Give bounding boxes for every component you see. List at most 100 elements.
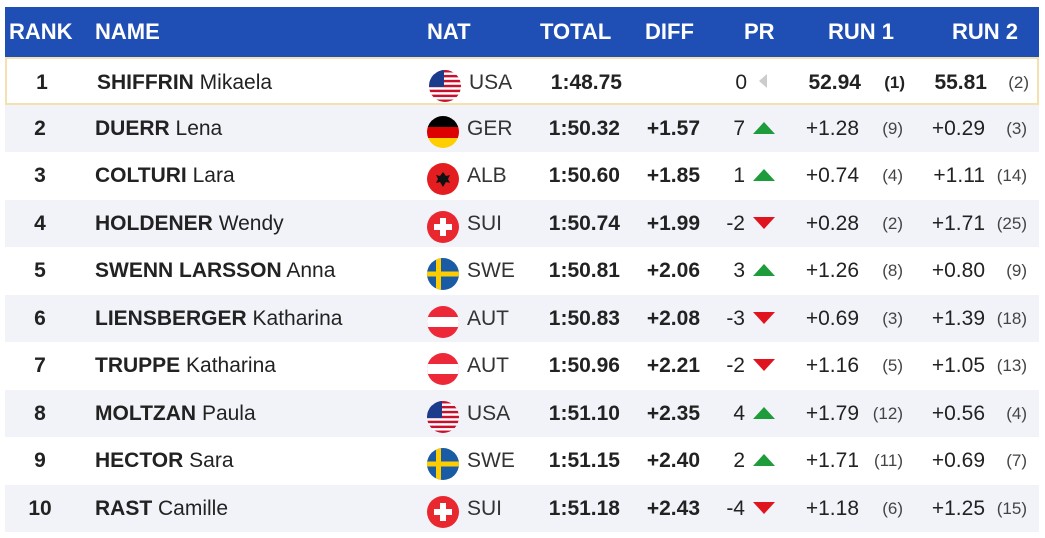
run1-position: (9) (882, 118, 903, 138)
header-run2[interactable]: RUN 2 (952, 19, 1019, 44)
total-time: 1:50.60 (548, 164, 620, 187)
nation-code: SUI (467, 496, 503, 520)
table-row[interactable]: 10 RAST Camille SUI 1:51.18 +2.43 -4 +1.… (5, 484, 1039, 532)
table-row[interactable]: 2 DUERR Lena GER 1:50.32 +1.57 7 +1.28 (… (5, 104, 1039, 152)
position-change: 7 (733, 116, 745, 140)
rank-cell: 6 (34, 306, 46, 330)
athlete-name[interactable]: TRUPPE Katharina (95, 342, 276, 389)
table-row[interactable]: 7 TRUPPE Katharina AUT 1:50.96 +2.21 -2 … (5, 342, 1039, 390)
total-time: 1:48.75 (550, 71, 622, 94)
run1-position: (6) (882, 498, 903, 518)
athlete-name[interactable]: HECTOR Sara (95, 437, 234, 484)
nation-code: SWE (467, 259, 515, 282)
header-rank[interactable]: RANK (9, 19, 73, 44)
albania-flag-icon (427, 163, 459, 195)
switzerland-flag-icon (427, 495, 459, 528)
run1-time: 52.94 (808, 71, 861, 94)
run2-position: (13) (996, 356, 1027, 375)
athlete-first-name: Katharina (186, 354, 276, 377)
run2-time: +1.25 (931, 496, 985, 520)
total-time: 1:51.18 (548, 496, 620, 520)
time-diff: +2.06 (646, 259, 700, 282)
nation-code: AUT (467, 306, 509, 330)
run2-time: +0.29 (931, 116, 985, 140)
run1-position: (5) (882, 356, 903, 375)
table-row[interactable]: 3 COLTURI Lara ALB 1:50.60 +1.85 1 +0.74… (5, 152, 1039, 200)
header-run1[interactable]: RUN 1 (828, 19, 895, 44)
position-change: 4 (733, 401, 745, 425)
table-row[interactable]: 8 MOLTZAN Paula USA 1:51.10 +2.35 4 +1.7… (5, 389, 1039, 437)
athlete-name[interactable]: RAST Camille (95, 485, 228, 532)
arrow-down-icon (753, 501, 775, 514)
run1-position: (3) (882, 308, 903, 328)
run1-time: +0.74 (805, 164, 859, 187)
table-row[interactable]: 6 LIENSBERGER Katharina AUT 1:50.83 +2.0… (5, 294, 1039, 342)
time-diff: +2.35 (646, 401, 700, 425)
athlete-name[interactable]: LIENSBERGER Katharina (95, 295, 342, 342)
run2-position: (18) (996, 308, 1027, 328)
run2-time: +1.11 (933, 164, 985, 187)
header-diff[interactable]: DIFF (645, 19, 694, 44)
run1-position: (1) (884, 73, 905, 92)
athlete-first-name: Wendy (218, 211, 284, 235)
run2-time: +1.05 (931, 354, 985, 377)
athlete-name[interactable]: SHIFFRIN Mikaela (97, 59, 272, 106)
athlete-last-name: DUERR (95, 116, 170, 140)
athlete-name[interactable]: DUERR Lena (95, 105, 222, 152)
rank-cell: 8 (34, 401, 46, 425)
table-row[interactable]: 1 SHIFFRIN Mikaela USA 1:48.75 0 52.94 (… (5, 57, 1039, 105)
run2-time: +0.56 (931, 401, 985, 425)
header-nat[interactable]: NAT (427, 19, 471, 44)
run2-time: +0.69 (931, 449, 985, 472)
austria-flag-icon (427, 353, 459, 385)
table-row[interactable]: 9 HECTOR Sara SWE 1:51.15 +2.40 2 +1.71 … (5, 437, 1039, 485)
position-change: -4 (726, 496, 745, 520)
rank-cell: 9 (34, 449, 46, 472)
table-row[interactable]: 4 HOLDENER Wendy SUI 1:50.74 +1.99 -2 +0… (5, 199, 1039, 247)
rank-cell: 10 (28, 496, 52, 520)
run1-time: +1.79 (805, 401, 859, 425)
athlete-name[interactable]: SWENN LARSSON Anna (95, 247, 335, 294)
run1-time: +0.28 (805, 211, 859, 235)
run2-time: +1.39 (931, 306, 985, 330)
table-row[interactable]: 5 SWENN LARSSON Anna SWE 1:50.81 +2.06 3… (5, 247, 1039, 295)
arrow-down-icon (753, 311, 775, 324)
position-change: 1 (733, 164, 745, 187)
run2-position: (14) (996, 166, 1027, 185)
nation-code: ALB (467, 164, 507, 187)
arrow-up-icon (753, 406, 775, 419)
header-total[interactable]: TOTAL (540, 19, 612, 44)
rank-cell: 2 (34, 116, 46, 140)
athlete-name[interactable]: HOLDENER Wendy (95, 200, 284, 247)
athlete-first-name: Anna (286, 259, 336, 282)
run1-position: (8) (882, 261, 903, 280)
run1-position: (12) (872, 403, 903, 423)
run1-time: +1.16 (805, 354, 859, 377)
run1-time: +1.18 (805, 496, 859, 520)
header-pr[interactable]: PR (744, 19, 775, 44)
athlete-first-name: Camille (158, 496, 229, 520)
rank-cell: 4 (34, 211, 46, 235)
nation-code: USA (467, 401, 511, 425)
position-change: -2 (726, 211, 745, 235)
position-change: -3 (726, 306, 745, 330)
run2-position: (7) (1006, 451, 1027, 470)
athlete-name[interactable]: MOLTZAN Paula (95, 390, 256, 437)
run1-time: +1.28 (805, 116, 859, 140)
sweden-flag-icon (427, 448, 459, 480)
athlete-first-name: Sara (189, 449, 234, 472)
total-time: 1:50.83 (548, 306, 620, 330)
time-diff: +2.43 (646, 496, 700, 520)
athlete-last-name: MOLTZAN (95, 401, 197, 425)
athlete-last-name: SHIFFRIN (97, 71, 194, 94)
arrow-up-icon (753, 454, 775, 466)
total-time: 1:50.81 (548, 259, 620, 282)
run2-time: +0.80 (931, 259, 985, 282)
athlete-first-name: Lara (192, 164, 235, 187)
run1-position: (2) (882, 213, 903, 233)
athlete-name[interactable]: COLTURI Lara (95, 152, 235, 199)
run2-time: +1.71 (931, 211, 985, 235)
run1-time: +1.26 (805, 259, 859, 282)
header-name[interactable]: NAME (95, 19, 160, 44)
run2-position: (25) (996, 213, 1027, 233)
